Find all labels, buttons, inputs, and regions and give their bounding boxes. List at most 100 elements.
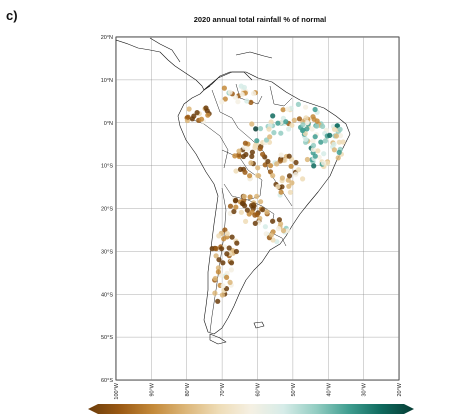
station-dot: [299, 127, 306, 134]
station-dot: [334, 123, 340, 129]
station-dot: [245, 146, 251, 152]
station-dot: [331, 147, 337, 153]
station-dot: [278, 152, 284, 158]
lat-label: 60°S: [101, 378, 113, 384]
station-dot: [316, 154, 322, 160]
station-dot: [267, 163, 274, 169]
station-dot: [212, 290, 218, 296]
station-dot: [293, 159, 299, 166]
border-colombia: [211, 89, 239, 129]
south-america-coast: [177, 71, 351, 335]
station-dot: [312, 134, 318, 140]
station-dot: [236, 148, 242, 154]
lat-label: 10°S: [101, 164, 113, 170]
station-dot: [248, 99, 254, 105]
station-dot: [231, 208, 237, 215]
station-dot: [198, 116, 205, 122]
station-dot: [270, 218, 276, 224]
station-dot: [228, 267, 234, 273]
station-dot: [257, 215, 263, 221]
station-dot: [275, 226, 282, 232]
station-dot: [227, 203, 234, 209]
station-dot: [226, 245, 232, 251]
station-dot: [220, 283, 226, 289]
lat-label: 10°N: [101, 78, 113, 84]
station-dot: [327, 132, 333, 138]
station-dot: [268, 232, 274, 238]
station-dot: [224, 274, 230, 280]
station-dot: [304, 126, 310, 132]
station-dot: [267, 169, 274, 175]
station-dot: [228, 260, 235, 266]
station-dot: [280, 228, 287, 234]
station-dot: [337, 126, 343, 132]
coastlines: [116, 37, 351, 345]
station-dot: [233, 168, 239, 174]
panel-label: c): [6, 8, 18, 23]
station-dot: [239, 200, 245, 207]
station-dot: [257, 126, 264, 132]
station-dot: [320, 123, 326, 129]
station-dot: [286, 153, 292, 159]
lat-label: 0°N: [104, 121, 113, 127]
station-dot: [262, 224, 268, 230]
station-dot: [189, 116, 195, 122]
station-dot: [238, 83, 244, 89]
station-dot: [337, 133, 344, 139]
station-dot: [267, 134, 273, 140]
station-dot: [215, 269, 221, 275]
lon-label: 100°W: [114, 382, 120, 399]
station-dot: [278, 130, 284, 136]
station-dot: [277, 158, 283, 164]
station-dot: [213, 253, 219, 259]
station-dot: [249, 149, 255, 155]
station-dot: [279, 184, 285, 190]
station-dot: [291, 117, 297, 123]
station-dot: [252, 142, 258, 148]
station-dot: [212, 275, 218, 282]
station-dot: [289, 122, 295, 128]
station-dot: [303, 136, 309, 142]
station-dot: [335, 155, 341, 161]
station-dot: [252, 220, 258, 226]
station-dot: [314, 123, 320, 129]
station-dot: [331, 126, 338, 132]
station-dot: [247, 173, 253, 179]
station-dot: [321, 160, 327, 166]
station-dot: [227, 89, 233, 95]
caribbean-coast: [203, 71, 253, 91]
station-dot: [304, 119, 310, 126]
station-dot: [278, 189, 284, 195]
station-dot: [240, 153, 247, 160]
lon-label: 50°W: [291, 382, 297, 396]
lon-label: 60°W: [256, 382, 262, 396]
lon-label: 80°W: [185, 382, 191, 396]
longitude-labels: 100°W 90°W 80°W 70°W 60°W 50°W 40°W 30°W…: [114, 382, 403, 399]
station-dot: [271, 130, 277, 136]
station-dot: [219, 292, 225, 298]
station-dot: [220, 260, 226, 266]
station-dot: [232, 198, 239, 204]
station-dot: [304, 156, 310, 163]
station-dot: [286, 126, 292, 132]
station-dot: [310, 114, 316, 120]
lon-label: 90°W: [149, 382, 155, 396]
station-dot: [268, 119, 274, 125]
lat-label: 20°S: [101, 207, 113, 213]
station-dot: [186, 106, 192, 112]
station-dot: [331, 141, 337, 147]
station-dot: [282, 157, 288, 163]
station-dot: [252, 212, 258, 218]
station-dot: [270, 173, 276, 179]
station-dot: [270, 113, 276, 119]
station-dot: [276, 217, 282, 223]
station-dot: [251, 90, 257, 97]
map-title: 2020 annual total rainfall % of normal: [193, 15, 327, 24]
border-bolivia: [221, 149, 263, 201]
station-dot: [203, 105, 209, 111]
station-dot: [310, 142, 317, 149]
border-guianas: [269, 85, 293, 107]
station-dot: [336, 149, 342, 155]
station-dot: [286, 173, 293, 179]
lon-label: 70°W: [220, 382, 226, 396]
